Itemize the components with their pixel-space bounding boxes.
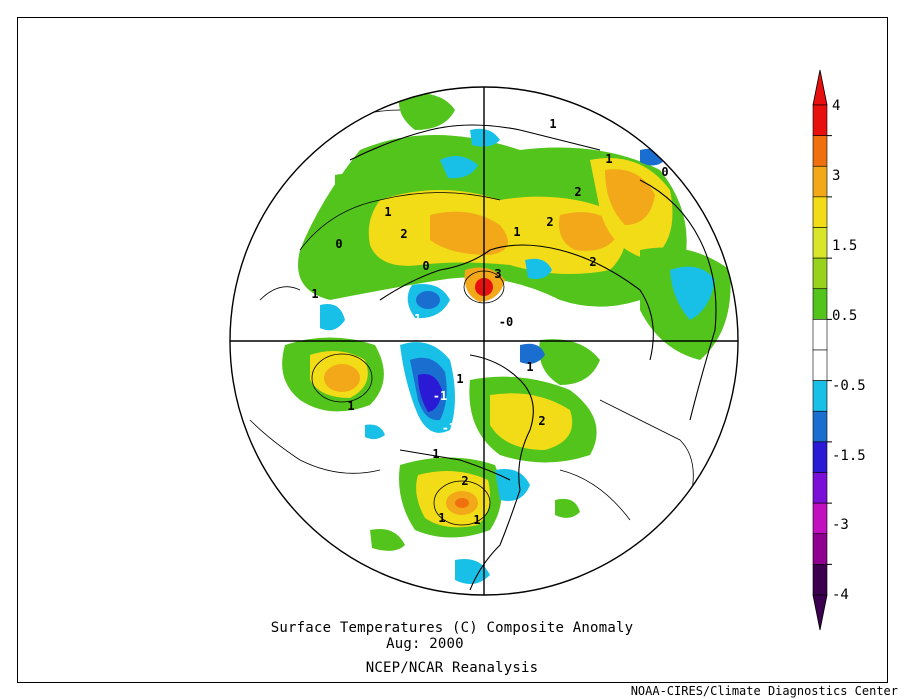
- contour-label: 3: [494, 267, 501, 281]
- colorbar-label: 1.5: [832, 238, 858, 254]
- contour-label: 2: [461, 474, 468, 488]
- contour-label: 1: [473, 513, 480, 527]
- contour-label: 1: [526, 360, 533, 374]
- plot-frame: [17, 17, 888, 683]
- contour-label: 1: [456, 372, 463, 386]
- colorbar-label: -4: [832, 587, 849, 603]
- colorbar-segment: [812, 502, 828, 535]
- contour-labels: 1 1 2 2 1 1 -1 -1 -2 2 2 1 1 3 1 0 -0 1 …: [311, 117, 668, 527]
- contour-label: 2: [538, 414, 545, 428]
- contour-label: 1: [311, 287, 318, 301]
- contour-label: 1: [384, 205, 391, 219]
- contour-label: -1: [433, 389, 447, 403]
- colorbar-segment: [812, 104, 828, 136]
- map-source: NCEP/NCAR Reanalysis: [365, 660, 539, 676]
- contour-label: -1: [407, 312, 421, 326]
- colorbar-segment: [812, 533, 828, 565]
- map-boundary: [229, 86, 739, 596]
- colorbar-segment: [812, 349, 828, 381]
- contour-label: 2: [589, 255, 596, 269]
- colorbar-label: 3: [832, 168, 841, 184]
- credit-text: NOAA-CIRES/Climate Diagnostics Center: [630, 684, 898, 698]
- contour-label: 1: [605, 152, 612, 166]
- contour-label: 1: [432, 447, 439, 461]
- colorbar-segment: [812, 441, 828, 473]
- colorbar-label: -3: [832, 517, 849, 533]
- contour-label: 1: [513, 225, 520, 239]
- contour-label: 2: [546, 215, 553, 229]
- colorbar-segment: [812, 288, 828, 320]
- map-title: Surface Temperatures (C) Composite Anoma…: [270, 620, 634, 636]
- colorbar-label: 4: [832, 98, 841, 114]
- colorbar-top-arrow: [812, 69, 828, 106]
- contour-label: -0: [499, 315, 513, 329]
- colorbar-segment: [812, 196, 828, 228]
- contour-label: 2: [574, 185, 581, 199]
- contour-label: 2: [400, 227, 407, 241]
- colorbar-segment: [812, 135, 828, 167]
- map-date: Aug: 2000: [386, 636, 464, 652]
- colorbar-segment: [812, 319, 828, 351]
- contour-label: 0: [422, 259, 429, 273]
- colorbar-bottom-arrow: [812, 594, 828, 631]
- contour-label: 1: [549, 117, 556, 131]
- colorbar-label: -0.5: [832, 378, 866, 394]
- colorbar-segment: [812, 227, 828, 259]
- colorbar: [812, 69, 832, 631]
- colorbar-segment: [812, 472, 828, 504]
- contour-label: -2: [442, 421, 456, 435]
- colorbar-segment: [812, 410, 828, 443]
- colorbar-label: 0.5: [832, 308, 858, 324]
- colorbar-segment: [812, 380, 828, 412]
- contour-label: 1: [438, 511, 445, 525]
- contour-label: 1: [347, 399, 354, 413]
- contour-label: 0: [335, 237, 342, 251]
- colorbar-segment: [812, 165, 828, 198]
- colorbar-label: -1.5: [832, 448, 866, 464]
- contour-label: 0: [661, 165, 668, 179]
- colorbar-segment: [812, 564, 828, 596]
- colorbar-segment: [812, 257, 828, 290]
